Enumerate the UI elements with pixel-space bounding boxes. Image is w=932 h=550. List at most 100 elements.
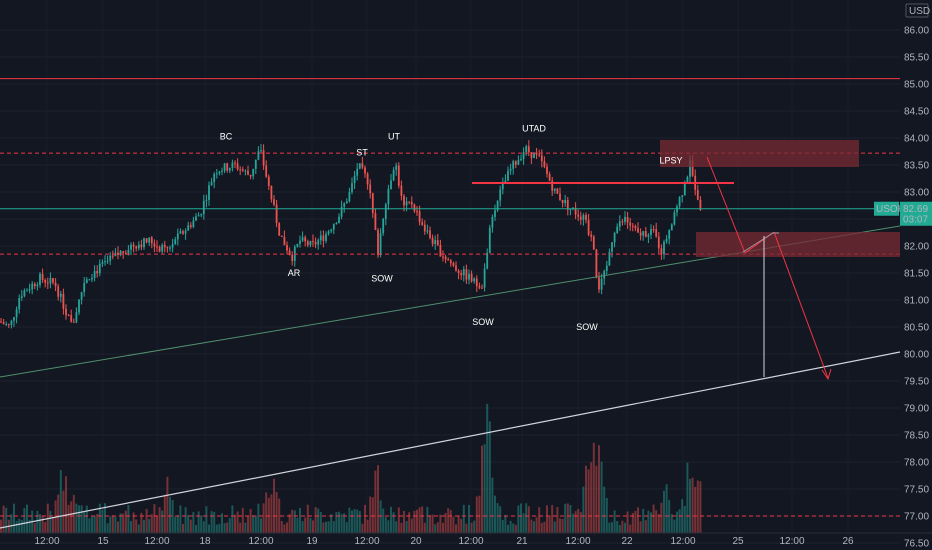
time-tick-label: 12:00 (670, 536, 695, 547)
candle-body (33, 283, 36, 287)
volume-bar (26, 504, 28, 533)
candle-body (54, 282, 57, 287)
time-tick-label: 12:00 (779, 536, 804, 547)
candle-body (46, 282, 49, 284)
candle-body (174, 239, 177, 245)
candle-body (189, 225, 192, 227)
time-tick-label: 12:00 (34, 536, 59, 547)
candle-body (478, 286, 481, 288)
volume-bar (330, 514, 333, 533)
volume-bar (501, 519, 504, 533)
volume-bar (572, 513, 574, 533)
volume-bar (683, 506, 686, 533)
candle-body (132, 244, 135, 247)
price-tick-label: 79.00 (904, 404, 929, 415)
volume-bar (127, 505, 130, 533)
volume-bar (613, 510, 616, 533)
candle-body (377, 230, 379, 256)
volume-bar (364, 504, 366, 533)
volume-bar (665, 484, 668, 533)
volume-bar (486, 403, 489, 533)
price-tick-label: 80.50 (904, 323, 929, 334)
candle-body (431, 237, 434, 244)
volume-bar (122, 513, 125, 533)
price-tick-label: 84.50 (904, 107, 929, 118)
volume-bar (650, 512, 652, 533)
candle-body (343, 203, 346, 207)
volume-bar (348, 507, 351, 533)
candle-body (421, 222, 424, 225)
volume-bar (483, 444, 486, 533)
candle-body (611, 242, 613, 252)
volume-bar (592, 442, 595, 533)
volume-bar (418, 507, 421, 533)
volume-bar (241, 507, 244, 533)
volume-bar (616, 521, 619, 533)
volume-bar (543, 521, 546, 533)
candle-body (135, 246, 138, 249)
time-tick-label: 12:00 (458, 536, 483, 547)
candle-body (10, 320, 13, 325)
candle-body (18, 297, 21, 310)
candle-body (169, 247, 171, 249)
volume-bar (62, 490, 65, 533)
candle-body (98, 263, 101, 274)
volume-bar (405, 520, 408, 533)
candle-body (475, 278, 478, 287)
candle-body (247, 170, 249, 175)
volume-bar (540, 522, 543, 533)
candle-body (330, 229, 333, 232)
candle-body (608, 251, 611, 266)
volume-bar (10, 514, 13, 533)
volume-bar (96, 514, 99, 533)
candle-body (205, 199, 208, 201)
volume-bar (187, 514, 190, 533)
volume-bar (83, 510, 86, 533)
candle-body (335, 222, 338, 225)
candle-body (590, 234, 593, 237)
candle-body (530, 152, 533, 158)
wyckoff-label: AR (288, 268, 301, 278)
candle-body (85, 279, 88, 283)
time-tick-label: 15 (97, 536, 109, 547)
candle-body (514, 161, 517, 165)
time-axis[interactable]: 12:00 15 12:00 18 12:00 19 12:00 20 12:00 21 12:00… (0, 532, 932, 547)
candle-body (569, 208, 572, 210)
volume-bar (637, 507, 639, 533)
volume-bar (267, 497, 270, 533)
candle-body (236, 163, 239, 170)
volume-bar (496, 503, 499, 533)
volume-bar (280, 520, 283, 533)
candle-body (226, 163, 229, 171)
candle-body (556, 188, 559, 194)
candle-body (566, 200, 569, 210)
candle-body (426, 230, 429, 232)
volume-bar (67, 504, 70, 533)
chart-drawings[interactable] (0, 78, 901, 529)
volume-bar (200, 515, 203, 533)
candle-body (390, 180, 392, 190)
volume-bar (335, 512, 338, 533)
projection-segment (706, 156, 746, 254)
price-axis[interactable]: 86.0085.5085.0084.5084.0083.5083.0082.50… (874, 3, 932, 550)
candle-body (673, 212, 676, 225)
volume-bar (184, 507, 187, 533)
volume-bar (304, 517, 307, 533)
candle-body (442, 256, 444, 258)
candle-body (603, 271, 606, 279)
candle-body (267, 176, 270, 186)
candle-body (452, 263, 455, 266)
volume-bar (332, 521, 335, 533)
candle-body (278, 223, 281, 236)
candle-body (395, 165, 398, 170)
candle-body (618, 221, 621, 227)
volume-bar (608, 522, 611, 533)
volume-bar (629, 524, 632, 533)
candle-body (176, 233, 179, 240)
volume-bar (657, 514, 660, 533)
volume-bar (382, 508, 385, 533)
volume-bar (468, 504, 470, 533)
volume-bar (470, 522, 473, 533)
volume-bar (293, 510, 296, 533)
